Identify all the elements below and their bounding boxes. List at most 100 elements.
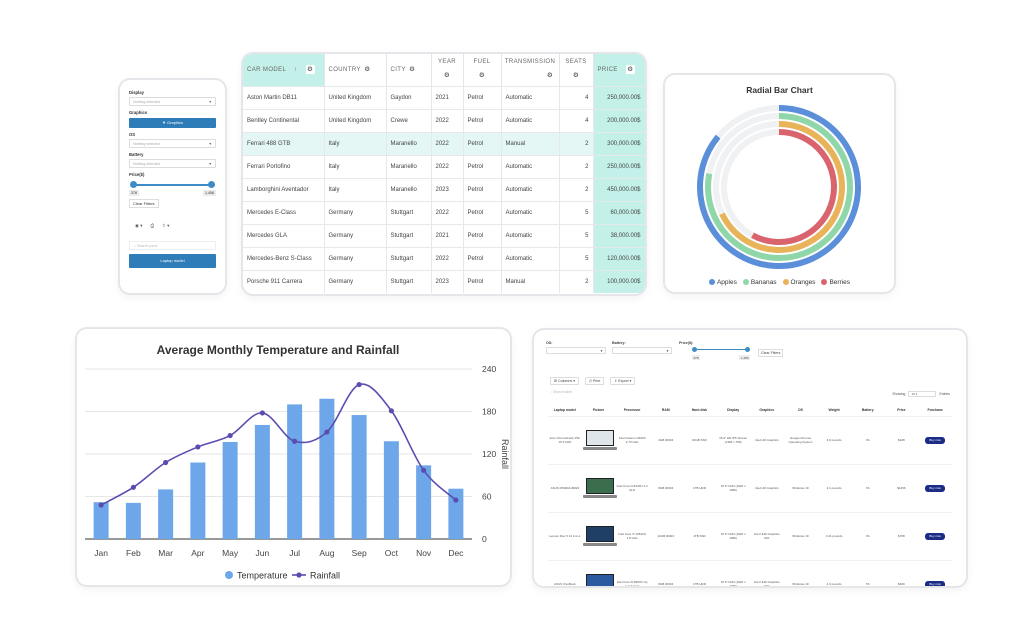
price-range-slider[interactable]: 378 1,456 — [129, 180, 216, 198]
columns-icon[interactable]: ◉ ▾ — [135, 223, 143, 228]
laptop-image — [583, 572, 617, 586]
gear-icon[interactable]: ⚙ — [362, 65, 372, 75]
legend-item-apples[interactable]: Apples — [708, 279, 737, 286]
laptop-model-button[interactable]: Laptop model — [129, 254, 216, 268]
col-header[interactable]: Display — [727, 407, 740, 412]
table-row[interactable]: ASUS F590DA-BR23 Intel Core i3-8130U 2.2 … — [548, 463, 952, 512]
export-icon[interactable]: ⇪ ▾ — [162, 223, 170, 228]
gear-icon[interactable]: ⚙ — [305, 65, 315, 75]
print-icon[interactable]: ⎙ — [150, 223, 155, 228]
gear-icon[interactable]: ⚙ — [571, 71, 581, 81]
buy-now-button[interactable]: Buy now — [925, 436, 945, 444]
gear-icon[interactable]: ⚙ — [407, 65, 417, 75]
table-row[interactable]: Mercedes E-Class Germany Stuttgart 2022 Petr… — [243, 200, 645, 224]
cell-seats: 2 — [559, 177, 594, 201]
cell-price: $1456 — [884, 463, 919, 512]
col-header[interactable]: Graphics — [759, 407, 775, 412]
clear-filters-button[interactable]: Clear Filters — [758, 349, 784, 357]
table-row[interactable]: Lenovo Flex 5 14 2-in-1 Intel Core i7-105… — [548, 511, 952, 560]
page-size-value: 10 — [911, 392, 915, 396]
col-header-price[interactable]: PRICE ⚙ — [593, 54, 645, 86]
col-header-transmission[interactable]: TRANSMISSION ⚙ — [501, 54, 560, 86]
table-search-input[interactable]: ⌕ Search table — [550, 390, 572, 394]
slider-max-handle[interactable] — [208, 181, 215, 188]
col-header-country[interactable]: COUNTRY ⚙ — [324, 54, 387, 86]
col-header[interactable]: Processor — [623, 407, 641, 412]
chevron-down-icon: ▼ — [208, 142, 212, 146]
col-header[interactable]: Laptop model — [553, 407, 576, 412]
cell-country: Italy — [324, 154, 387, 178]
print-button[interactable]: ⎙ Print — [585, 377, 605, 385]
slider-min-handle[interactable] — [130, 181, 137, 188]
col-header[interactable]: Picture — [592, 407, 605, 412]
temperature-bar — [383, 441, 399, 539]
purchase-cell: Buy now — [918, 463, 952, 512]
export-button[interactable]: ⇪ Export ▾ — [610, 377, 636, 385]
buy-now-button[interactable]: Buy now — [925, 484, 945, 492]
col-header[interactable]: OS — [797, 407, 803, 412]
col-header[interactable]: RAM — [661, 407, 670, 412]
cell-country: Germany — [324, 200, 387, 224]
col-header[interactable]: Purchase — [927, 407, 943, 412]
cell-graphics: Intel UHD Graphics 620 — [749, 511, 784, 560]
legend-item-bananas[interactable]: Bananas — [742, 279, 777, 286]
cell-seats: 2 — [559, 154, 594, 178]
gear-icon[interactable]: ⚙ — [545, 71, 555, 81]
display-select[interactable]: Nothing selected ▼ — [129, 97, 216, 106]
os-filter-select[interactable]: ▼ — [546, 347, 606, 354]
col-header-car-model[interactable]: CAR MODEL ↑ ⚙ — [243, 54, 325, 86]
table-row[interactable]: Acer Chromebook 15in 15.6 FHD Intel Celer… — [548, 415, 952, 464]
table-row[interactable]: Bentley Continental United Kingdom Crewe 20… — [243, 108, 645, 132]
table-row[interactable]: Ferrari 488 GTB Italy Maranello 2022 Petrol M… — [243, 131, 645, 155]
columns-button[interactable]: ⊞ Columns ▾ — [550, 377, 579, 385]
gear-icon[interactable]: ⚙ — [625, 65, 635, 75]
cell-year: 2021 — [431, 85, 464, 109]
slider-max-handle[interactable] — [745, 347, 750, 352]
temperature-bar — [416, 465, 432, 539]
chevron-down-icon: ▼ — [208, 162, 212, 166]
col-header-seats[interactable]: SEATS ⚙ — [559, 54, 594, 86]
price-max-value: 1,456 — [739, 355, 750, 360]
slider-min-handle[interactable] — [692, 347, 697, 352]
cell-os: Windows 10 — [783, 559, 818, 586]
table-row[interactable]: Porsche 911 Carrera Germany Stuttgart 2023 P… — [243, 269, 645, 293]
col-header[interactable]: Battery — [861, 407, 874, 412]
col-header-year[interactable]: YEAR ⚙ — [431, 54, 464, 86]
battery-filter-select[interactable]: ▼ — [612, 347, 672, 354]
cell-model: Acer Chromebook 15in 15.6 FHD — [548, 415, 582, 464]
col-header[interactable]: Weight — [828, 407, 840, 412]
cell-model: Aston Martin DB11 — [243, 85, 325, 109]
table-row[interactable]: Mercedes GLA Germany Stuttgart 2021 Petrol Au… — [243, 223, 645, 247]
table-row[interactable]: Mercedes-Benz S-Class Germany Stuttgart 202… — [243, 246, 645, 270]
table-row[interactable]: ASUS VivoBook Intel Core i5-8250U Up to 3… — [548, 559, 952, 586]
price-filter-slider[interactable]: 378 1,456 — [692, 346, 750, 360]
search-input[interactable]: ⌕ Search parts — [129, 241, 216, 250]
rainfall-point — [130, 484, 136, 490]
cell-city: Maranello — [386, 131, 432, 155]
legend-item-oranges[interactable]: Oranges — [782, 279, 815, 286]
cell-fuel: Petrol — [463, 177, 502, 201]
page-size-select[interactable]: 10 ▾ — [908, 391, 937, 397]
buy-now-button[interactable]: Buy now — [925, 580, 945, 586]
col-header[interactable]: Price — [897, 407, 906, 412]
col-header-city[interactable]: CITY ⚙ — [386, 54, 432, 86]
temperature-bar — [222, 441, 238, 539]
battery-select[interactable]: Nothing selected ▼ — [129, 159, 216, 168]
cell-ram: 8GB DDR4 — [648, 463, 683, 512]
gear-icon[interactable]: ⚙ — [477, 71, 487, 81]
gear-icon[interactable]: ⚙ — [442, 71, 452, 81]
sort-up-icon[interactable]: ↑ — [294, 67, 298, 74]
table-row[interactable]: Lamborghini Aventador Italy Maranello 2023 P… — [243, 177, 645, 201]
temperature-rainfall-chart: Average Monthly Temperature and Rainfall… — [85, 343, 510, 581]
legend-item-berries[interactable]: Berries — [821, 279, 850, 286]
x-tick-label: May — [222, 548, 239, 558]
table-row[interactable]: Aston Martin DB11 United Kingdom Gaydon 202… — [243, 85, 645, 109]
graphics-button[interactable]: ▼ Graphics — [129, 118, 216, 128]
table-row[interactable]: Ferrari Portofino Italy Maranello 2022 Petro… — [243, 154, 645, 178]
os-select[interactable]: Nothing selected ▼ — [129, 139, 216, 148]
clear-filters-button[interactable]: Clear Filters — [129, 199, 159, 208]
col-header-fuel[interactable]: FUEL ⚙ — [463, 54, 502, 86]
slider-track — [694, 349, 748, 350]
buy-now-button[interactable]: Buy now — [925, 532, 945, 540]
col-header[interactable]: Hard disk — [691, 407, 708, 412]
